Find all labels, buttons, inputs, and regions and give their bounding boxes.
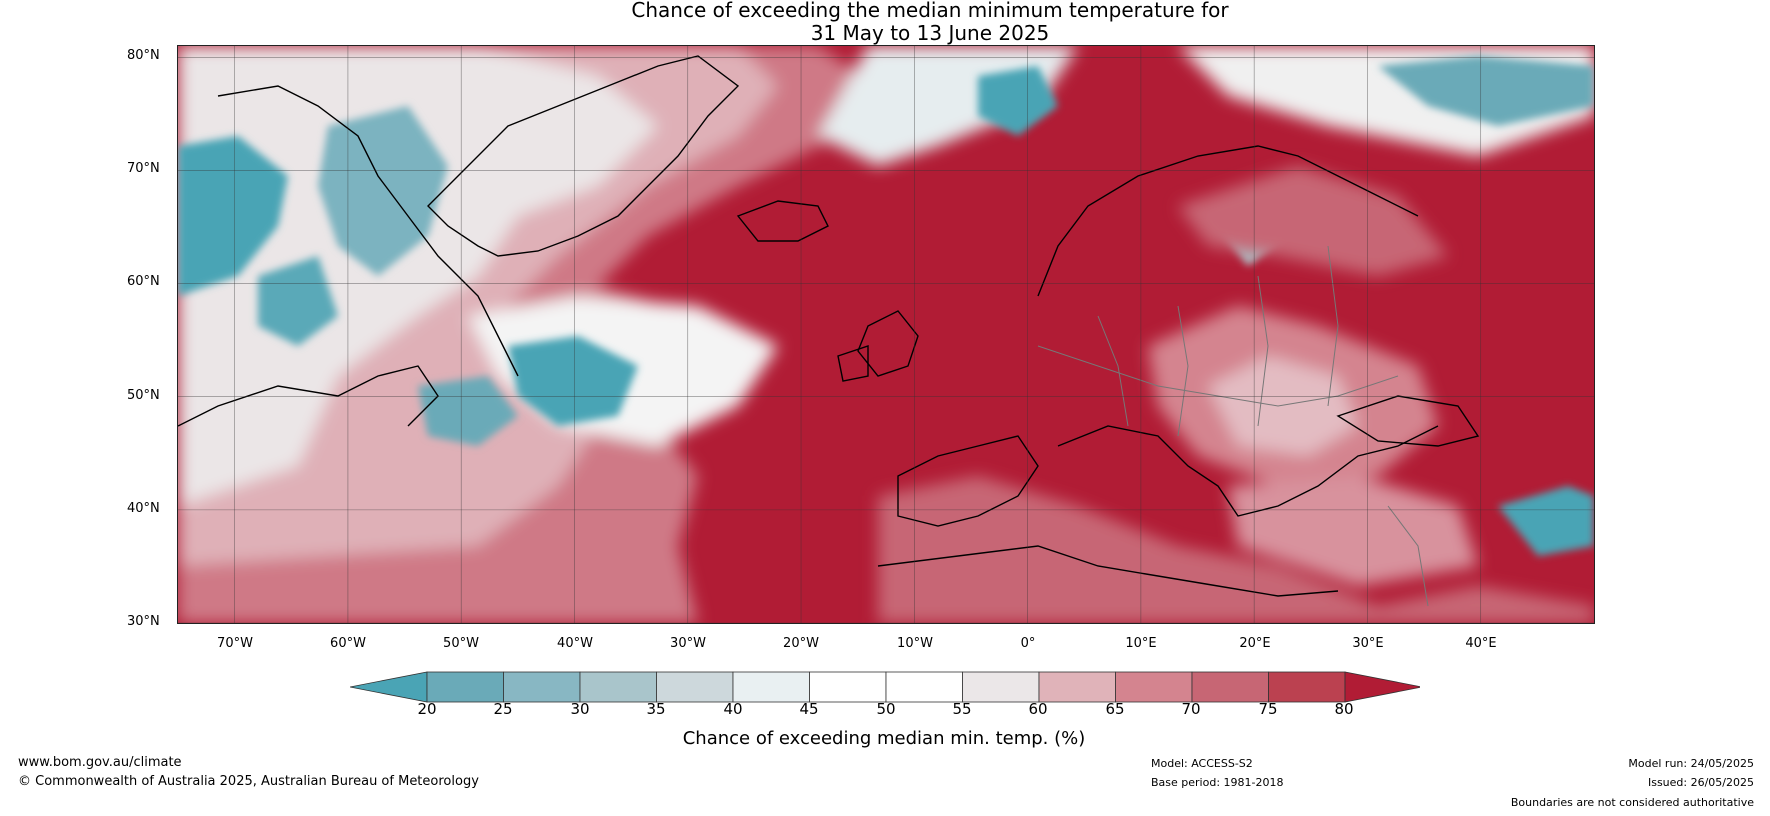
colorbar-tick-65: 65 bbox=[1105, 700, 1125, 718]
model-name: Model: ACCESS-S2 bbox=[1151, 757, 1253, 770]
colorbar-tick-20: 20 bbox=[417, 700, 437, 718]
lon-label-60w: 60°W bbox=[330, 636, 366, 651]
lon-label-70w: 70°W bbox=[217, 636, 253, 651]
lon-label-20e: 20°E bbox=[1239, 636, 1271, 651]
colorbar-tick-45: 45 bbox=[799, 700, 819, 718]
base-period: Base period: 1981-2018 bbox=[1151, 776, 1284, 789]
colorbar-tick-30: 30 bbox=[570, 700, 590, 718]
lon-label-10e: 10°E bbox=[1125, 636, 1157, 651]
coast-britain bbox=[857, 310, 919, 377]
lat-label-40n: 40°N bbox=[127, 501, 160, 516]
model-run-date: Model run: 24/05/2025 bbox=[1628, 757, 1754, 770]
border-line bbox=[1387, 505, 1429, 607]
lat-label-50n: 50°N bbox=[127, 388, 160, 403]
coast-north-america bbox=[217, 85, 519, 377]
border-line bbox=[1037, 345, 1399, 407]
colorbar-segment bbox=[426, 671, 504, 703]
coast-mediterranean bbox=[1057, 425, 1439, 517]
lon-label-40e: 40°E bbox=[1465, 636, 1497, 651]
coastlines bbox=[178, 55, 1480, 597]
source-url: www.bom.gov.au/climate bbox=[18, 755, 182, 770]
colorbar-segments bbox=[350, 671, 1420, 703]
lon-label-30e: 30°E bbox=[1352, 636, 1384, 651]
colorbar-tick-25: 25 bbox=[493, 700, 513, 718]
colorbar-segment bbox=[885, 671, 963, 703]
colorbar-tick-80: 80 bbox=[1334, 700, 1354, 718]
border-line bbox=[1327, 245, 1339, 407]
issued-date: Issued: 26/05/2025 bbox=[1647, 776, 1754, 789]
colorbar-segment bbox=[1115, 671, 1193, 703]
colorbar-tick-55: 55 bbox=[952, 700, 972, 718]
coast-north-africa bbox=[877, 545, 1339, 597]
map-canvas bbox=[178, 46, 1594, 623]
coast-greenland bbox=[427, 55, 740, 257]
lon-label-50w: 50°W bbox=[443, 636, 479, 651]
colorbar-tick-35: 35 bbox=[646, 700, 666, 718]
colorbar-tick-40: 40 bbox=[723, 700, 743, 718]
coast-ireland bbox=[837, 345, 869, 382]
country-borders bbox=[1037, 245, 1429, 607]
field-europe bbox=[878, 166, 1594, 623]
coast-black-sea bbox=[1336, 395, 1480, 447]
colorbar bbox=[350, 671, 1420, 703]
lon-label-10w: 10°W bbox=[897, 636, 933, 651]
lon-label-40w: 40°W bbox=[557, 636, 593, 651]
colorbar-segment bbox=[962, 671, 1040, 703]
border-line bbox=[1177, 305, 1189, 437]
lat-label-60n: 60°N bbox=[127, 274, 160, 289]
boundaries-disclaimer: Boundaries are not considered authoritat… bbox=[1510, 796, 1754, 809]
colorbar-tick-50: 50 bbox=[876, 700, 896, 718]
map-title-line1: Chance of exceeding the median minimum t… bbox=[631, 0, 1229, 22]
graticule bbox=[178, 46, 1594, 623]
colorbar-segment bbox=[1191, 671, 1269, 703]
colorbar-segment bbox=[1268, 671, 1346, 703]
lat-label-80n: 80°N bbox=[127, 48, 160, 63]
lon-label-20w: 20°W bbox=[783, 636, 819, 651]
colorbar-segment bbox=[732, 671, 810, 703]
colorbar-extend-low bbox=[350, 671, 428, 703]
coast-iberia bbox=[897, 435, 1039, 527]
probability-map bbox=[177, 45, 1595, 624]
lat-label-70n: 70°N bbox=[127, 161, 160, 176]
colorbar-tick-75: 75 bbox=[1258, 700, 1278, 718]
colorbar-segment bbox=[656, 671, 734, 703]
lon-label-30w: 30°W bbox=[670, 636, 706, 651]
copyright-notice: © Commonwealth of Australia 2025, Austra… bbox=[18, 774, 479, 789]
field-moderate bbox=[178, 46, 1594, 623]
border-line bbox=[1257, 275, 1269, 427]
lon-label-0: 0° bbox=[1020, 636, 1036, 651]
coast-iceland bbox=[736, 200, 829, 242]
border-line bbox=[1097, 315, 1129, 427]
lat-label-30n: 30°N bbox=[127, 614, 160, 629]
colorbar-title: Chance of exceeding median min. temp. (%… bbox=[682, 728, 1086, 749]
coast-scandinavia bbox=[1037, 145, 1419, 297]
colorbar-tick-70: 70 bbox=[1181, 700, 1201, 718]
colorbar-tick-60: 60 bbox=[1028, 700, 1048, 718]
map-title-line2: 31 May to 13 June 2025 bbox=[810, 21, 1050, 45]
colorbar-segment bbox=[1038, 671, 1116, 703]
colorbar-segment bbox=[503, 671, 581, 703]
colorbar-extend-high bbox=[1344, 671, 1420, 703]
coast-maritimes bbox=[178, 365, 439, 427]
colorbar-segment bbox=[579, 671, 657, 703]
colorbar-segment bbox=[809, 671, 887, 703]
